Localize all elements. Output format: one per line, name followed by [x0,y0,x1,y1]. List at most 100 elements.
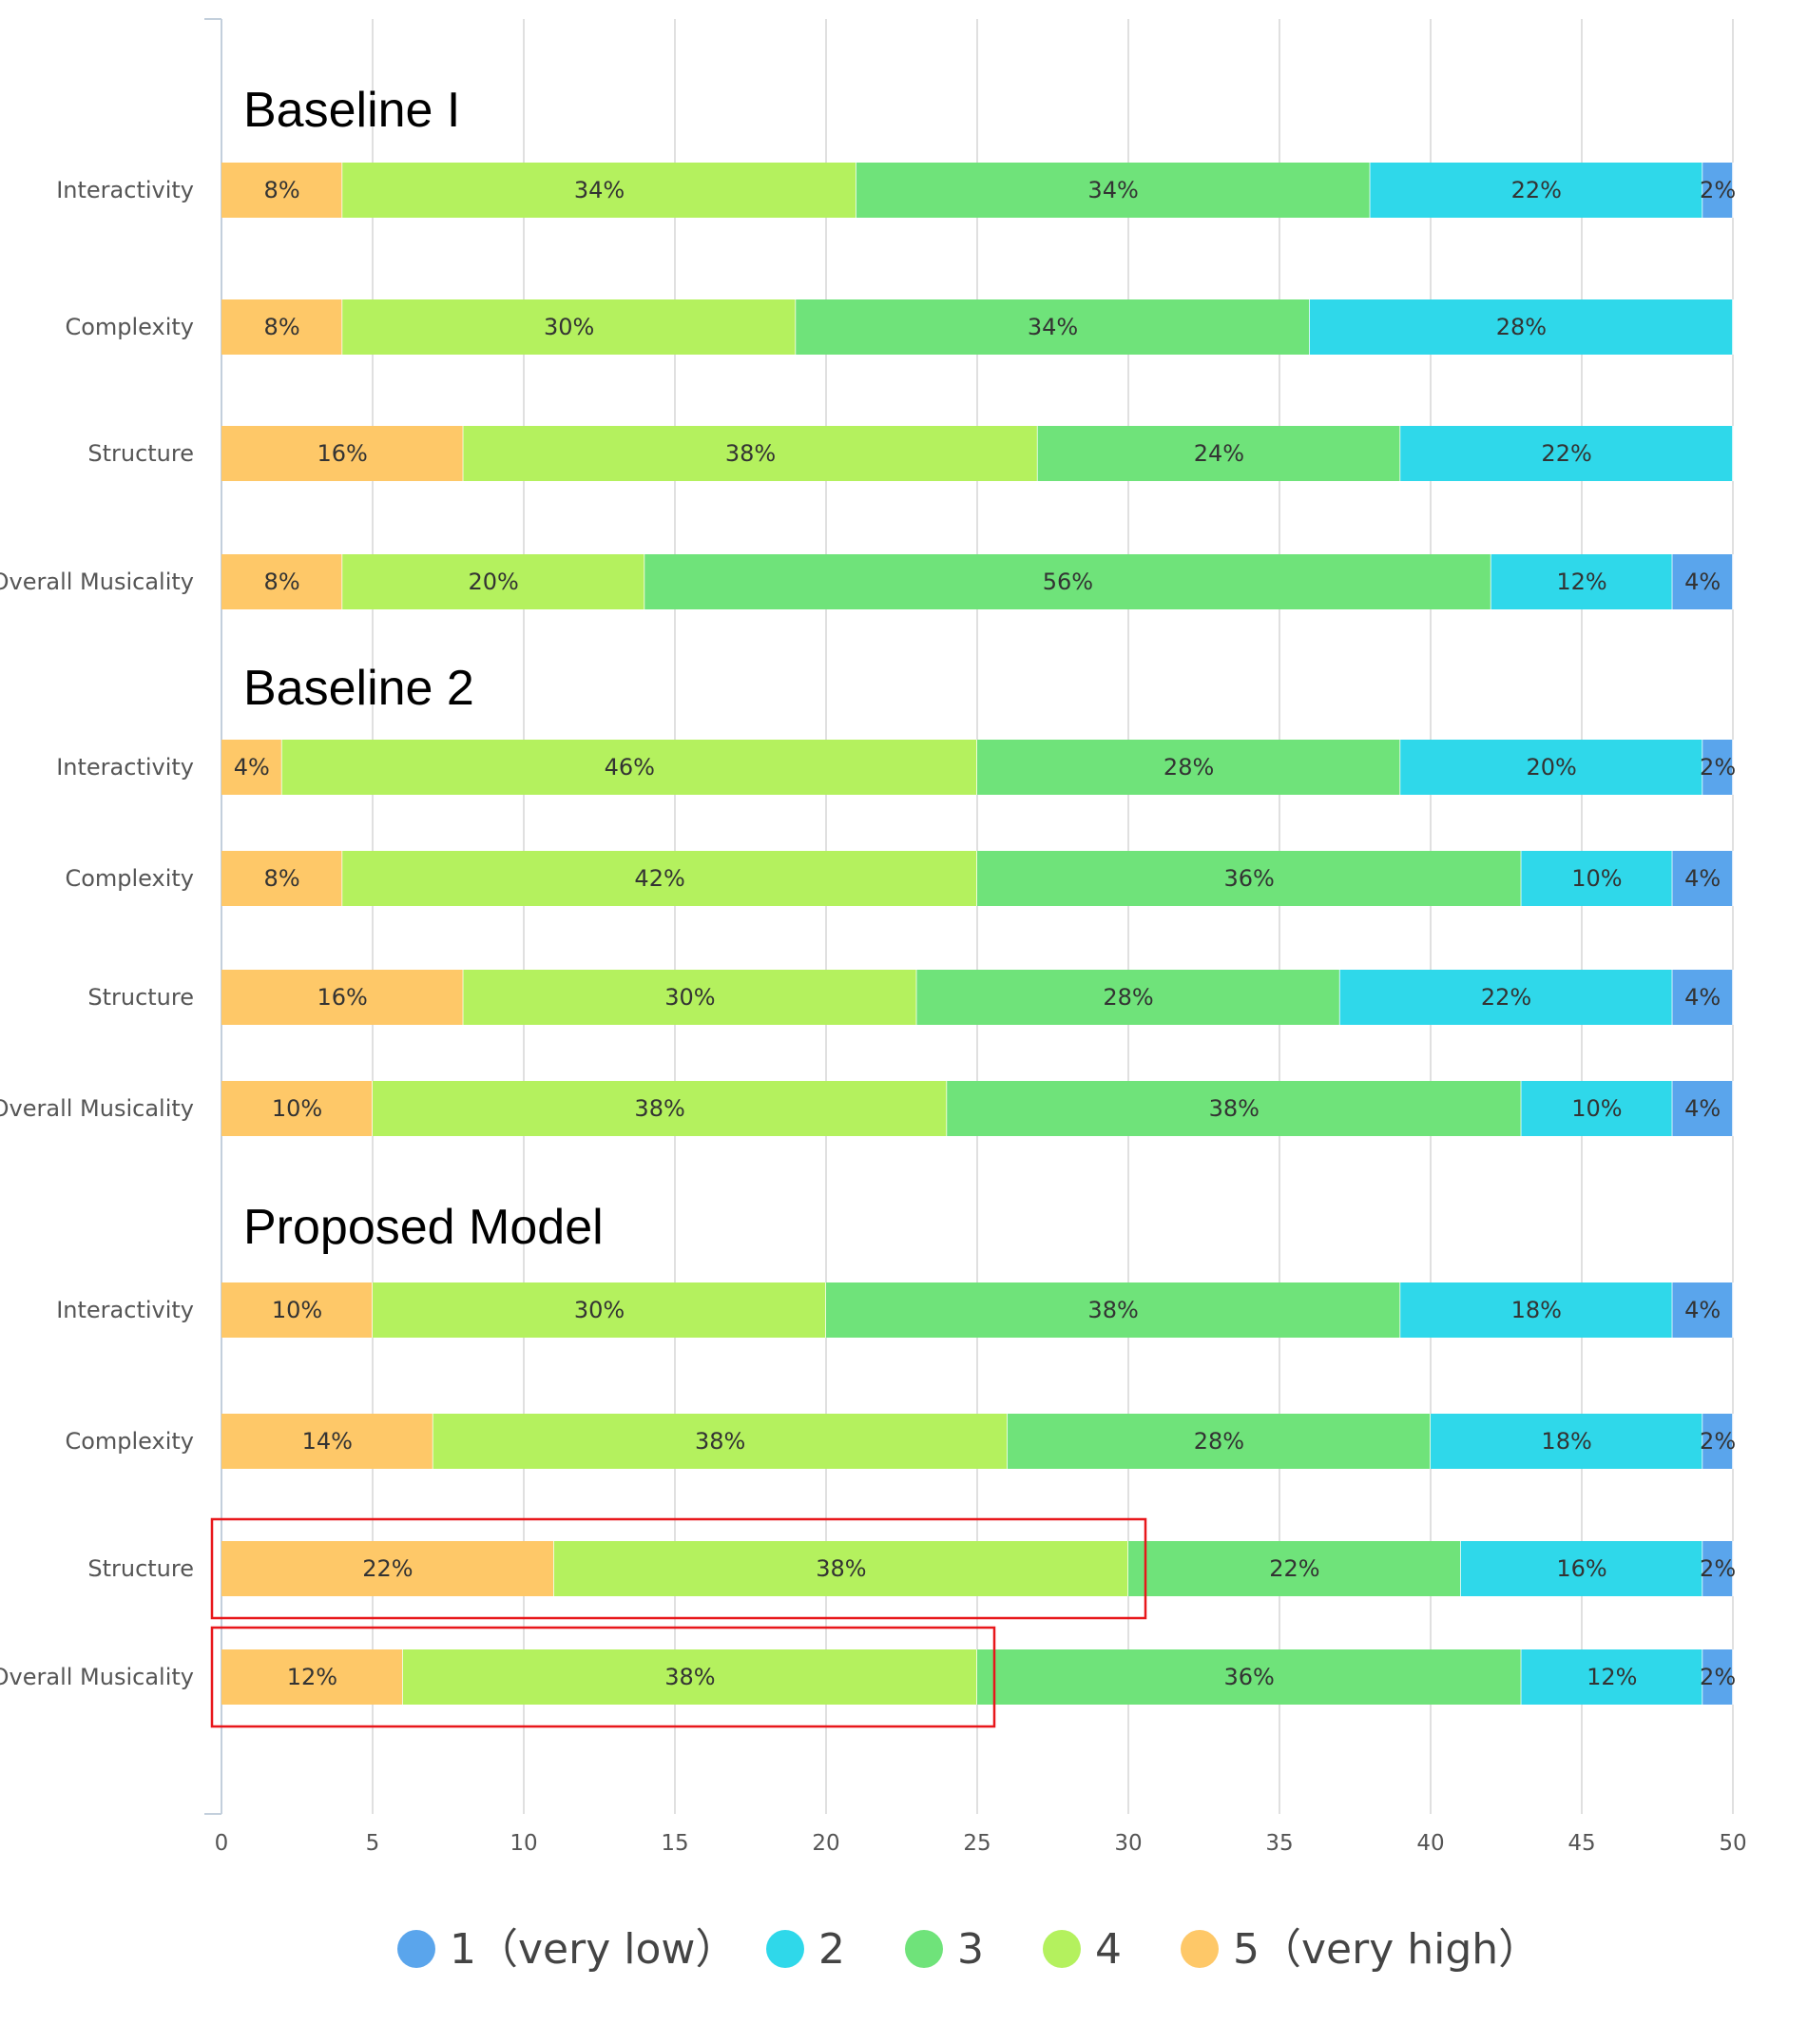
legend-label: 5（very high） [1233,1925,1540,1974]
bar-segment-rating-3 [796,299,1310,355]
bar-segment-rating-1 [1672,1282,1733,1338]
bar-segment-rating-1 [1702,163,1733,218]
legend-label: 4 [1095,1925,1122,1974]
segment-value-label: 38% [816,1555,866,1582]
bar-segment-rating-4 [342,299,797,355]
segment-value-label: 10% [272,1095,322,1122]
segment-value-label: 22% [1481,984,1531,1011]
x-tick-label: 15 [661,1831,688,1856]
legend-swatch-5 [1181,1930,1219,1968]
segment-value-label: 4% [1684,865,1721,892]
bar-segment-rating-3 [947,1081,1522,1136]
bar-segment-rating-5 [221,1541,554,1596]
segment-value-label: 18% [1511,1297,1562,1323]
x-tick-label: 40 [1416,1831,1444,1856]
bar-segment-rating-5 [221,426,464,481]
bar-segment-rating-5 [221,163,343,218]
segment-value-label: 22% [1541,440,1591,467]
group-title: Baseline I [243,83,460,138]
segment-value-label: 2% [1700,754,1736,781]
bar-segment-rating-5 [221,1081,373,1136]
segment-value-label: 38% [634,1095,684,1122]
segment-value-label: 2% [1700,1555,1736,1582]
legend: 1（very low） 2 3 4 5（very high） [397,1925,1540,1974]
segment-value-label: 8% [264,865,300,892]
category-label: Structure [87,984,194,1011]
segment-value-label: 4% [1684,984,1721,1011]
category-label: Structure [87,1555,194,1582]
bar-segment-rating-3 [916,970,1340,1025]
x-tick-label: 45 [1568,1831,1595,1856]
segment-value-label: 2% [1700,1428,1736,1455]
bar-segment-rating-5 [221,1282,373,1338]
bar-segment-rating-2 [1309,299,1733,355]
bar-segment-rating-1 [1672,554,1733,609]
category-label: Overall Musicality [0,1664,194,1690]
x-tick-label: 0 [215,1831,229,1856]
bar-segment-rating-5 [221,299,343,355]
bars: Interactivity 8% 34% 34% 22% 2% Complexity 8% 30… [0,163,1736,1705]
bar-segment-rating-3 [826,1282,1401,1338]
bar-segment-rating-2 [1339,970,1673,1025]
segment-value-label: 10% [272,1297,322,1323]
x-tick-label: 10 [510,1831,537,1856]
segment-value-label: 12% [1587,1664,1637,1690]
segment-value-label: 20% [469,569,519,595]
bar-segment-rating-2 [1400,426,1733,481]
segment-value-label: 22% [1269,1555,1319,1582]
segment-value-label: 18% [1541,1428,1591,1455]
segment-value-label: 36% [1224,865,1275,892]
segment-value-label: 14% [302,1428,353,1455]
bar-segment-rating-3 [977,740,1401,795]
bar-segment-rating-4 [402,1649,977,1705]
segment-value-label: 28% [1194,1428,1244,1455]
bar-segment-rating-1 [1672,851,1733,906]
bar-segment-rating-2 [1521,1081,1673,1136]
x-tick-label: 50 [1719,1831,1746,1856]
x-tick-label: 20 [812,1831,839,1856]
segment-value-label: 36% [1224,1664,1275,1690]
segment-value-label: 16% [317,984,368,1011]
segment-value-label: 28% [1496,314,1547,340]
bar-segment-rating-5 [221,1649,403,1705]
segment-value-label: 20% [1527,754,1577,781]
segment-value-label: 10% [1571,1095,1622,1122]
bar-segment-rating-1 [1702,1541,1733,1596]
bar-segment-rating-1 [1702,1649,1733,1705]
category-label: Complexity [65,1428,194,1455]
bar-segment-rating-4 [281,740,978,795]
segment-value-label: 34% [574,177,625,203]
segment-value-label: 30% [544,314,594,340]
segment-value-label: 8% [264,177,300,203]
bar-segment-rating-2 [1370,163,1703,218]
segment-value-label: 30% [574,1297,625,1323]
bar-segment-rating-3 [1037,426,1401,481]
legend-swatch-2 [766,1930,804,1968]
highlight-boxes [210,1517,1147,1728]
category-label: Interactivity [56,754,194,781]
bar-segment-rating-3 [977,1649,1522,1705]
segment-value-label: 34% [1028,314,1078,340]
segment-value-label: 10% [1571,865,1622,892]
bar-segment-rating-5 [221,740,282,795]
bar-segment-rating-4 [553,1541,1128,1596]
bar-segment-rating-1 [1702,1414,1733,1469]
segment-value-label: 22% [1511,177,1562,203]
segment-value-label: 38% [725,440,776,467]
bar-segment-rating-2 [1521,851,1673,906]
category-label: Structure [87,440,194,467]
bar-segment-rating-5 [221,851,343,906]
segment-value-label: 56% [1043,569,1093,595]
segment-value-label: 38% [1209,1095,1260,1122]
bar-segment-rating-3 [1128,1541,1461,1596]
category-label: Complexity [65,865,194,892]
bar-segment-rating-3 [644,554,1491,609]
bar-segment-rating-4 [463,970,917,1025]
segment-value-label: 38% [695,1428,745,1455]
legend-swatch-3 [905,1930,943,1968]
segment-value-label: 2% [1700,1664,1736,1690]
bar-segment-rating-2 [1400,1282,1673,1338]
segment-value-label: 4% [1684,569,1721,595]
segment-value-label: 12% [1556,569,1606,595]
segment-value-label: 46% [605,754,655,781]
